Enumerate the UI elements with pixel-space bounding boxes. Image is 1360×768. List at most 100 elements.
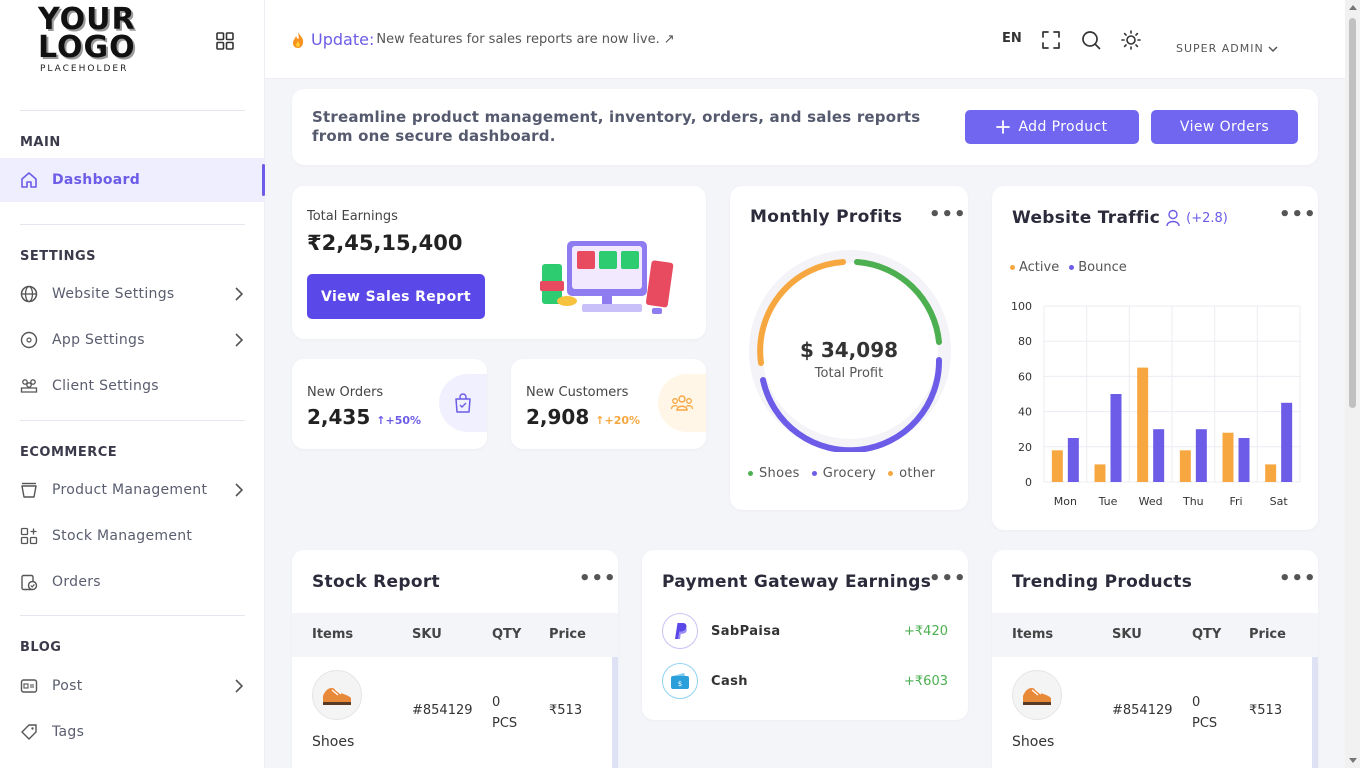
stock-report-title: Stock Report — [312, 572, 440, 592]
sidebar-item-app-settings[interactable]: App Settings — [0, 318, 265, 362]
bar-active-fri — [1222, 432, 1234, 482]
new-customers-change-value: +20% — [604, 414, 641, 427]
banner-text-line2: from one secure dashboard. — [312, 127, 556, 145]
search-icon[interactable] — [1081, 30, 1101, 50]
bar-active-mon — [1051, 450, 1063, 482]
logo[interactable]: YOUR LOGO PLACEHOLDER — [38, 5, 158, 76]
section-heading-main: MAIN — [20, 135, 61, 150]
sidebar-item-client-settings[interactable]: Client Settings — [0, 364, 265, 408]
post-card-icon — [20, 677, 38, 695]
admin-menu[interactable]: SUPER ADMIN — [1176, 42, 1278, 55]
section-heading-ecommerce: ECOMMERCE — [20, 445, 118, 460]
sidebar-item-dashboard[interactable]: Dashboard — [0, 158, 265, 202]
sidebar-item-stock-management[interactable]: Stock Management — [0, 514, 265, 558]
grid-plus-icon — [20, 527, 38, 545]
new-customers-card: New Customers 2,908 ↑+20% — [511, 359, 706, 449]
add-product-label: Add Product — [1018, 119, 1108, 135]
sidebar-item-orders[interactable]: Orders — [0, 560, 265, 604]
traffic-legend: Active Bounce — [1010, 260, 1127, 275]
profit-value: $ 34,098 — [799, 338, 899, 362]
app-circle-icon — [20, 331, 38, 349]
sales-illustration-icon — [540, 241, 674, 314]
view-orders-label: View Orders — [1179, 119, 1270, 135]
fullscreen-icon[interactable] — [1041, 30, 1061, 50]
gateway-amount: +₹420 — [904, 624, 948, 639]
donut-segment-other — [757, 259, 846, 366]
scroll-down-icon[interactable] — [1349, 758, 1357, 763]
monthly-profits-title: Monthly Profits — [750, 207, 903, 227]
x-tick-label: Mon — [1054, 495, 1077, 508]
scroll-up-icon[interactable] — [1349, 5, 1357, 10]
x-tick-label: Tue — [1098, 495, 1118, 508]
bar-bounce-mon — [1067, 438, 1079, 482]
users-group-icon — [20, 377, 38, 395]
payment-gateway-card: Payment Gateway Earnings ••• SabPaisa +₹… — [642, 550, 968, 720]
more-options-icon[interactable]: ••• — [1279, 204, 1317, 225]
bar-bounce-thu — [1195, 429, 1207, 482]
language-selector[interactable]: EN — [1002, 31, 1022, 46]
header-qty: QTY — [1192, 627, 1222, 642]
gateway-name: SabPaisa — [711, 624, 781, 639]
y-tick-label: 0 — [1025, 476, 1032, 489]
cell-sku: #854129 — [1112, 703, 1173, 718]
update-notice[interactable]: Update: New features for sales reports a… — [291, 30, 675, 49]
more-options-icon[interactable]: ••• — [579, 568, 617, 589]
divider — [20, 110, 245, 111]
arrow-up-icon: ↑ — [376, 414, 386, 427]
donut-segment-shoes — [854, 259, 942, 345]
header-sku: SKU — [1112, 627, 1142, 642]
traffic-title: Website Traffic — [1012, 208, 1161, 228]
bar-bounce-tue — [1110, 394, 1122, 482]
stock-report-card: Stock Report ••• Items SKU QTY Price Sho… — [292, 550, 618, 768]
more-options-icon[interactable]: ••• — [1279, 568, 1317, 589]
chevron-right-icon — [235, 333, 244, 347]
y-tick-label: 40 — [1018, 406, 1032, 419]
sidebar-item-website-settings[interactable]: Website Settings — [0, 272, 265, 316]
sidebar-item-label: Post — [52, 678, 83, 694]
page-scrollbar[interactable] — [1345, 0, 1360, 768]
header-qty: QTY — [492, 627, 522, 642]
apps-grid-icon[interactable] — [216, 32, 234, 50]
legend-grocery: Grocery — [811, 466, 876, 481]
bar-bounce-sat — [1281, 402, 1293, 482]
add-product-button[interactable]: Add Product — [965, 110, 1139, 144]
sidebar-item-post[interactable]: Post — [0, 664, 265, 708]
table-scrollbar[interactable] — [1312, 613, 1318, 768]
legend-other: other — [888, 466, 935, 481]
header-items: Items — [1012, 627, 1054, 642]
trending-products-title: Trending Products — [1012, 572, 1193, 592]
website-traffic-card: Website Traffic (+2.8) ••• Active Bounce… — [992, 186, 1318, 530]
cell-price: ₹513 — [549, 703, 583, 718]
sidebar-item-tags[interactable]: Tags — [0, 710, 265, 754]
section-heading-blog: BLOG — [20, 640, 62, 655]
welcome-banner: Streamline product management, inventory… — [292, 89, 1318, 165]
theme-sun-icon[interactable] — [1121, 30, 1141, 50]
table-scrollbar[interactable] — [612, 613, 618, 768]
basket-icon — [20, 481, 38, 499]
new-orders-label: New Orders — [307, 385, 384, 400]
new-customers-label: New Customers — [526, 385, 629, 400]
more-options-icon[interactable]: ••• — [929, 204, 967, 225]
sidebar-item-label: Website Settings — [52, 286, 175, 302]
earnings-value: ₹2,45,15,400 — [307, 231, 463, 255]
sidebar-item-product-management[interactable]: Product Management — [0, 468, 265, 512]
earnings-label: Total Earnings — [307, 209, 398, 224]
trending-table-header: Items SKU QTY Price — [992, 613, 1318, 657]
y-tick-label: 80 — [1018, 335, 1032, 348]
user-icon — [1166, 209, 1180, 227]
logo-sub: PLACEHOLDER — [40, 64, 129, 74]
more-options-icon[interactable]: ••• — [929, 568, 967, 589]
view-sales-report-button[interactable]: View Sales Report — [307, 274, 485, 319]
wallet-icon: $ — [671, 673, 689, 689]
new-customers-value: 2,908 — [526, 405, 590, 429]
profit-donut-chart — [749, 250, 951, 452]
bar-bounce-fri — [1238, 438, 1250, 482]
scrollbar-thumb[interactable] — [1349, 18, 1356, 408]
svg-text:$: $ — [678, 680, 682, 688]
customers-icon-badge — [658, 374, 706, 432]
chevron-right-icon — [235, 287, 244, 301]
new-orders-change: ↑+50% — [376, 414, 421, 427]
shoe-icon — [323, 688, 351, 705]
external-arrow-icon: ↗ — [663, 32, 675, 47]
view-orders-button[interactable]: View Orders — [1151, 110, 1298, 144]
